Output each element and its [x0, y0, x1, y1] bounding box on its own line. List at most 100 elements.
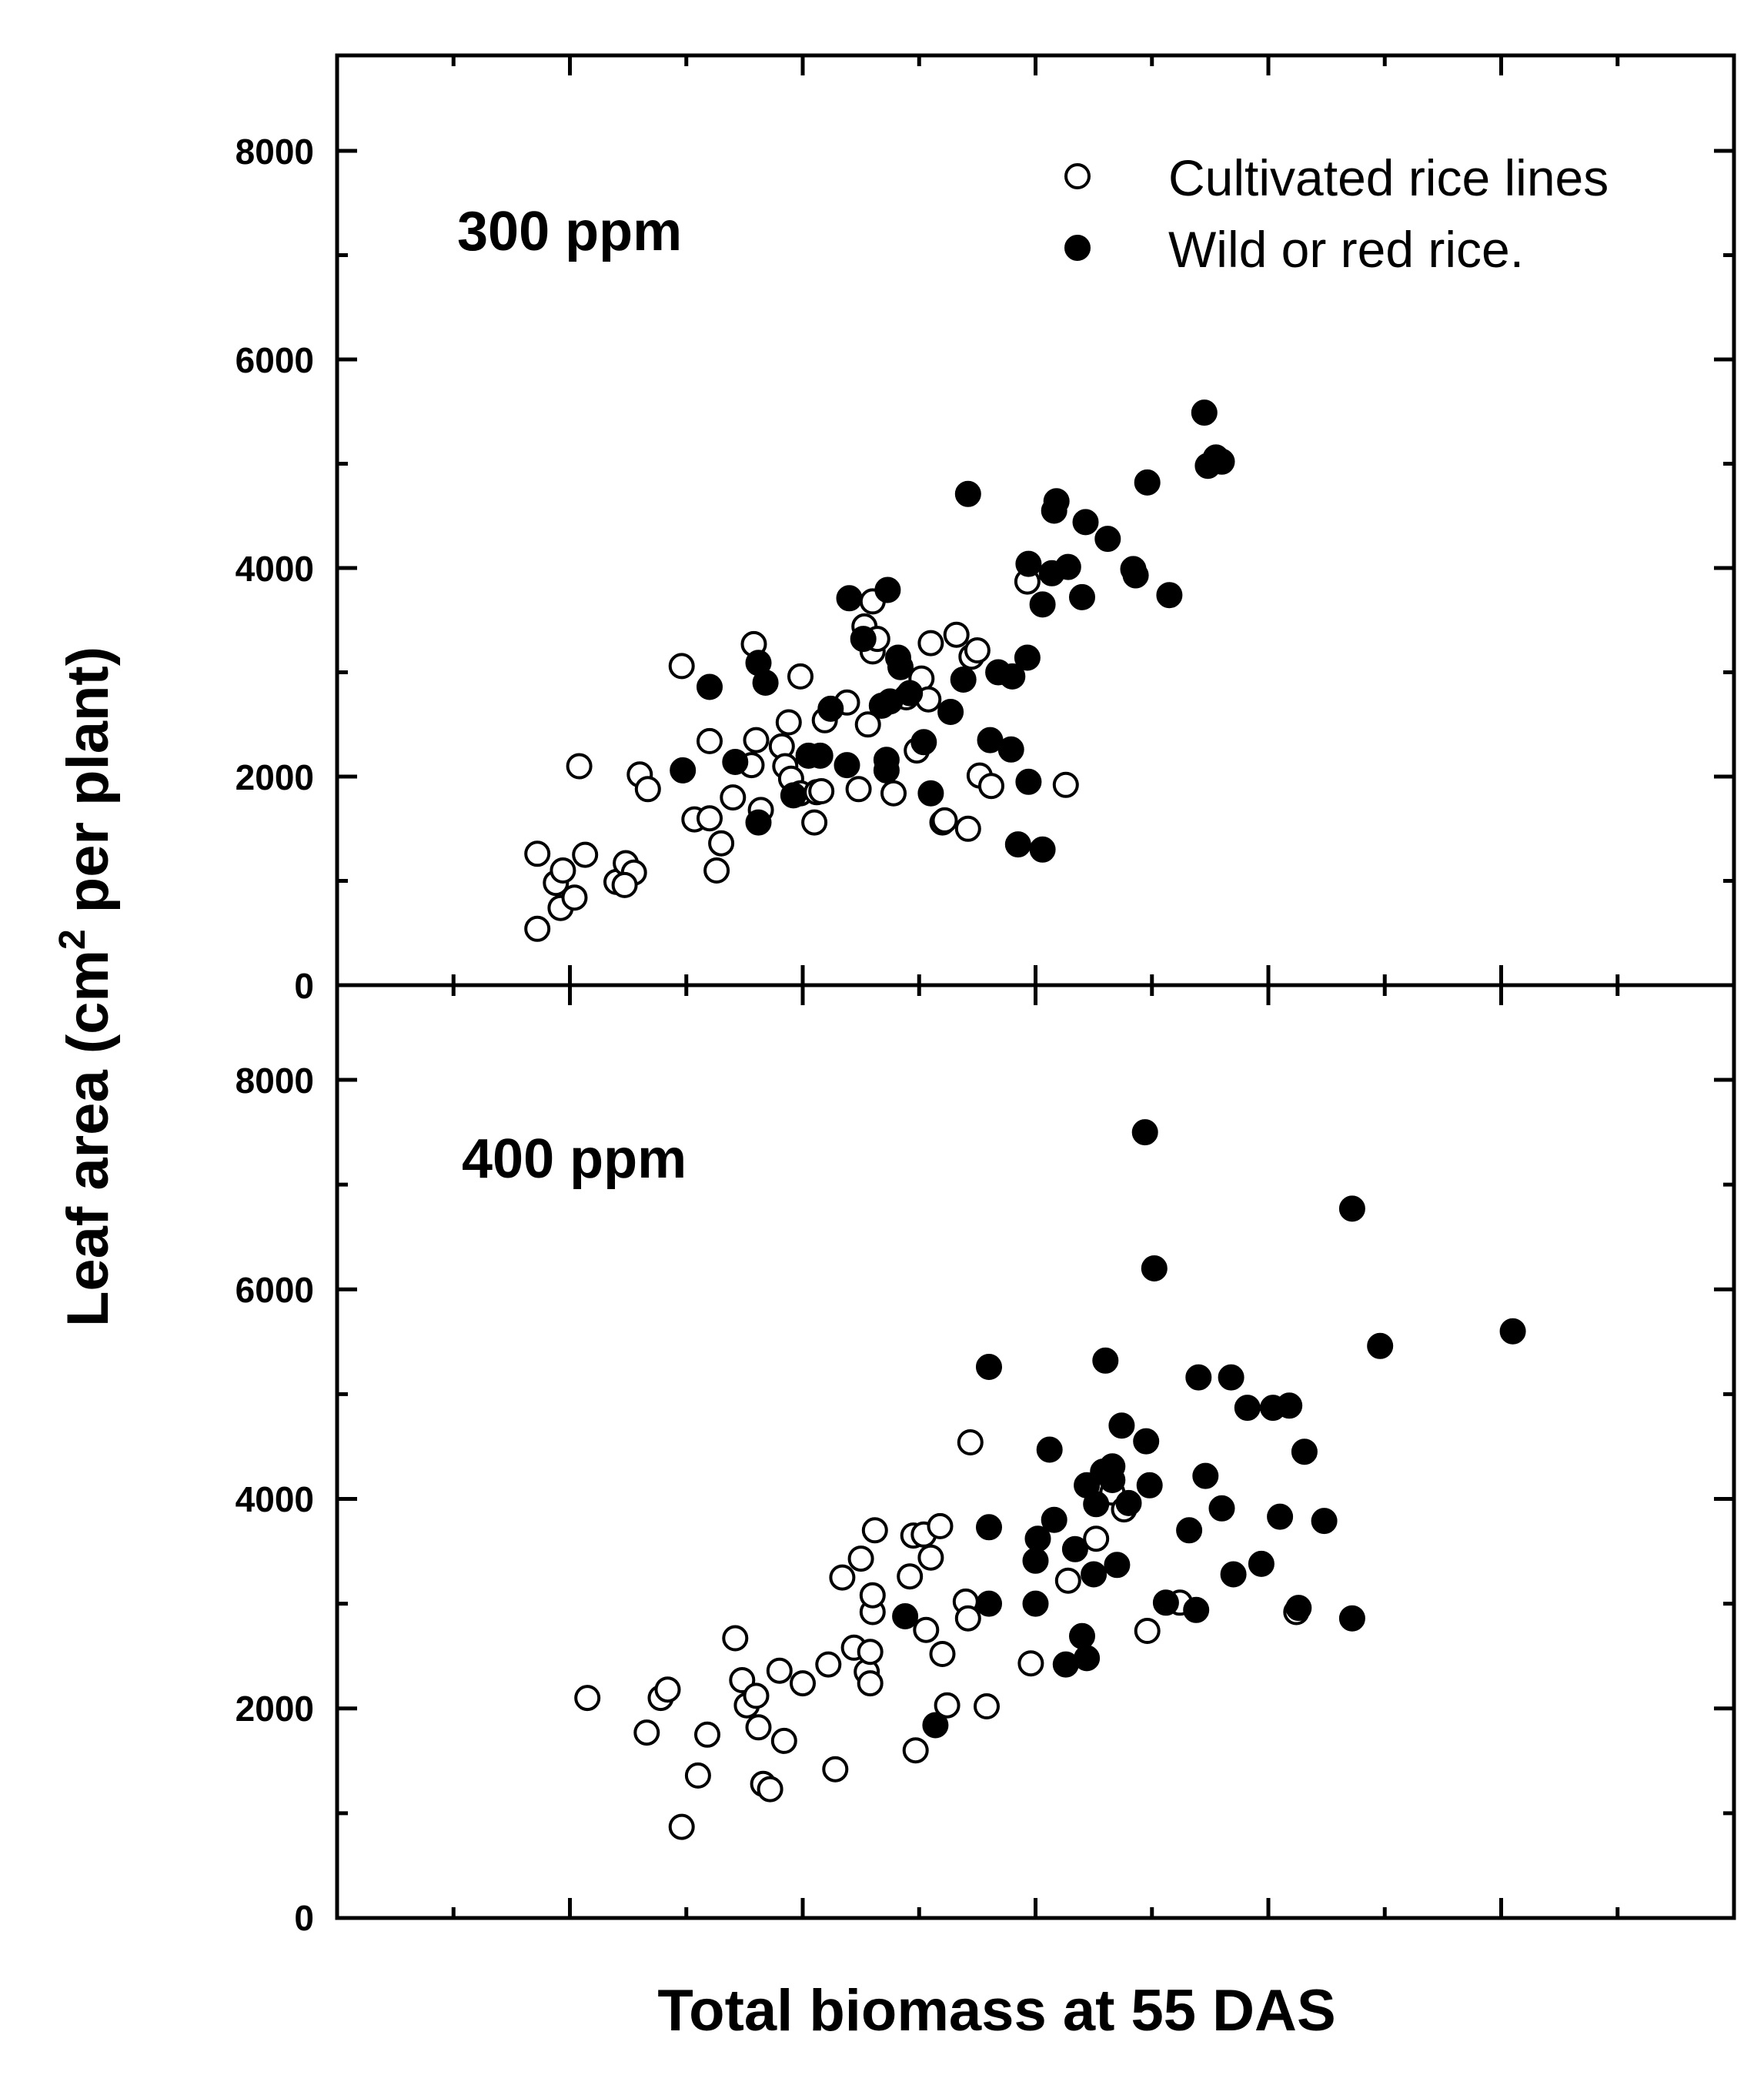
point-wild: [1220, 1561, 1247, 1588]
point-wild: [1043, 488, 1070, 515]
point-wild: [1267, 1503, 1294, 1530]
point-wild: [1131, 1119, 1158, 1146]
point-wild: [1338, 1605, 1365, 1632]
point-wild: [1036, 1436, 1063, 1463]
point-wild: [1141, 1255, 1168, 1281]
point-cultivated: [633, 1719, 660, 1746]
point-wild: [1234, 1395, 1261, 1422]
point-wild: [1004, 831, 1031, 858]
point-wild: [885, 644, 911, 671]
point-wild: [780, 782, 807, 809]
point-wild: [976, 1354, 1002, 1380]
point-cultivated: [913, 1616, 940, 1643]
point-wild: [817, 695, 844, 722]
point-cultivated: [703, 857, 730, 884]
point-wild: [1133, 1428, 1160, 1455]
y-tick-label: 6000: [236, 1270, 314, 1310]
point-wild: [834, 752, 860, 779]
panel-bottom-y-tick-labels: 0 2000 4000 6000 8000: [236, 1061, 314, 1938]
point-wild: [1061, 1535, 1088, 1562]
point-wild: [1208, 1495, 1235, 1522]
point-wild: [1014, 644, 1041, 671]
point-wild: [1276, 1392, 1303, 1419]
point-wild: [1022, 1547, 1049, 1574]
x-axis-title: Total biomass at 55 DAS: [657, 1978, 1335, 2043]
point-cultivated: [634, 776, 661, 803]
point-cultivated: [550, 857, 576, 884]
point-wild: [976, 1590, 1002, 1617]
point-wild: [1185, 1364, 1212, 1391]
point-cultivated: [694, 1721, 720, 1748]
point-wild: [1176, 1517, 1203, 1544]
point-wild: [1104, 1552, 1131, 1579]
legend-marker-cultivated: [1064, 163, 1091, 189]
point-cultivated: [902, 1737, 929, 1764]
point-cultivated: [801, 809, 828, 836]
point-wild: [1099, 1467, 1126, 1493]
point-cultivated: [766, 1657, 793, 1684]
point-cultivated: [1017, 1650, 1044, 1677]
point-wild: [1191, 399, 1218, 426]
point-wild: [752, 670, 779, 696]
point-wild: [892, 1603, 919, 1629]
point-cultivated: [931, 807, 958, 834]
point-wild: [954, 480, 981, 507]
point-cultivated: [954, 815, 981, 842]
point-cultivated: [929, 1641, 956, 1667]
point-cultivated: [917, 630, 944, 657]
point-cultivated: [524, 915, 551, 942]
point-wild: [1156, 582, 1183, 609]
point-cultivated: [943, 621, 970, 648]
y-tick-label: 2000: [236, 757, 314, 797]
legend: Cultivated rice lines Wild or red rice.: [1064, 149, 1609, 278]
point-cultivated: [572, 841, 599, 868]
point-cultivated: [770, 1727, 797, 1754]
point-cultivated: [808, 778, 835, 804]
point-cultivated: [697, 805, 723, 832]
point-wild: [1072, 509, 1099, 536]
point-cultivated: [524, 840, 551, 867]
point-wild: [1069, 1622, 1095, 1649]
point-cultivated: [1052, 771, 1079, 798]
panel-bottom-title: 400 ppm: [462, 1128, 687, 1190]
point-cultivated: [787, 663, 814, 690]
point-cultivated: [927, 1512, 954, 1539]
legend-label-wild: Wild or red rice.: [1168, 221, 1524, 278]
point-cultivated: [880, 780, 907, 807]
point-wild: [1108, 1412, 1135, 1439]
point-cultivated: [1134, 1618, 1161, 1644]
point-cultivated: [857, 1639, 884, 1666]
panel-bottom-points: [574, 1119, 1526, 1840]
point-wild: [745, 809, 772, 836]
point-wild: [1081, 1561, 1108, 1588]
point-cultivated: [974, 1693, 1000, 1719]
point-wild: [1248, 1550, 1275, 1577]
point-wild: [1285, 1595, 1312, 1622]
point-wild: [1367, 1332, 1394, 1359]
point-cultivated: [745, 1714, 772, 1741]
panel-top-title: 300 ppm: [457, 201, 682, 262]
y-tick-label: 8000: [236, 132, 314, 172]
y-tick-label: 8000: [236, 1061, 314, 1101]
point-wild: [1094, 526, 1121, 553]
point-wild: [874, 576, 901, 603]
point-wild: [1074, 1645, 1101, 1672]
point-cultivated: [668, 653, 695, 680]
point-cultivated: [720, 784, 747, 811]
point-wild: [1024, 1525, 1051, 1552]
panel-bottom-frame: [335, 983, 1736, 1920]
point-wild: [897, 680, 924, 707]
point-cultivated: [917, 1544, 944, 1571]
legend-label-cultivated: Cultivated rice lines: [1168, 149, 1609, 206]
y-tick-label: 4000: [236, 1479, 314, 1519]
point-wild: [697, 673, 723, 700]
panel-top-points: [524, 399, 1235, 942]
point-cultivated: [822, 1756, 849, 1783]
point-cultivated: [1054, 1567, 1081, 1594]
legend-marker-wild: [1064, 235, 1091, 261]
point-cultivated: [957, 1429, 984, 1455]
point-wild: [977, 727, 1004, 753]
point-wild: [1218, 1364, 1244, 1391]
point-cultivated: [722, 1625, 749, 1652]
